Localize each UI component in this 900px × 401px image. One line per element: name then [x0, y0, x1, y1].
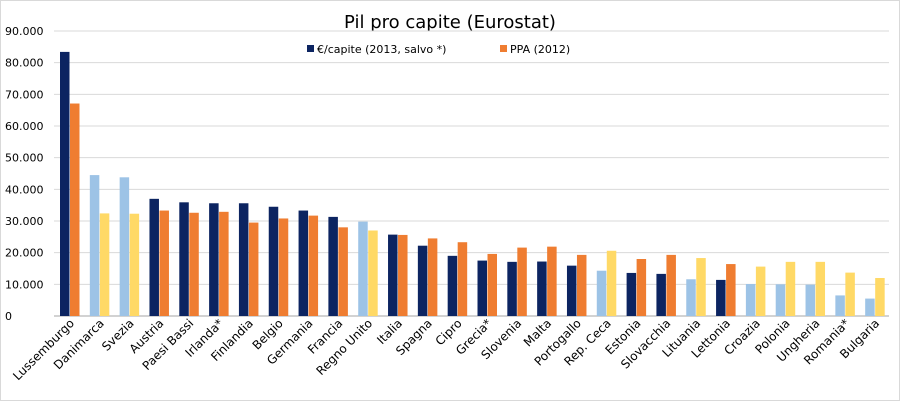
y-tick-label: 50.000: [5, 152, 44, 165]
chart-title: Pil pro capite (Eurostat): [344, 12, 556, 33]
bar-series-2: [487, 253, 497, 316]
bar-series-1: [686, 279, 696, 316]
y-tick-label: 40.000: [5, 183, 44, 196]
bar-series-1: [566, 265, 577, 316]
bar-series-2: [308, 215, 319, 316]
y-tick-label: 80.000: [5, 57, 44, 70]
y-tick-label: 10.000: [5, 278, 44, 291]
bar-series-1: [388, 234, 398, 316]
bar-series-2: [159, 210, 169, 316]
legend-swatch: [307, 45, 314, 52]
bar-series-1: [298, 210, 309, 316]
legend-label: €/capite (2013, salvo *): [317, 43, 446, 56]
y-tick-label: 30.000: [5, 215, 44, 228]
bar-series-2: [755, 266, 766, 316]
bar-series-1: [417, 245, 428, 316]
bar-series-2: [278, 218, 289, 316]
bar-series-2: [815, 261, 826, 316]
bar-series-2: [845, 272, 855, 316]
bar-series-2: [875, 278, 885, 316]
bar-series-1: [119, 177, 130, 316]
bar-series-2: [726, 264, 736, 316]
bar-series-1: [268, 206, 279, 316]
bar-series-1: [179, 202, 189, 316]
bar-series-1: [716, 279, 726, 316]
bar-series-2: [99, 213, 110, 316]
bar-series-1: [835, 295, 845, 316]
bar-series-2: [547, 246, 557, 316]
legend-label: PPA (2012): [510, 43, 570, 56]
bar-series-1: [328, 216, 338, 316]
bar-series-2: [129, 213, 140, 316]
bar-series-1: [805, 284, 816, 316]
bar-series-2: [338, 227, 348, 316]
bar-series-2: [785, 261, 796, 316]
bar-series-1: [89, 175, 100, 316]
y-tick-label: 20.000: [5, 247, 44, 260]
y-tick-label: 70.000: [5, 88, 44, 101]
y-tick-label: 90.000: [5, 25, 44, 38]
bar-series-1: [238, 203, 249, 316]
legend: €/capite (2013, salvo *) PPA (2012): [307, 43, 570, 56]
bar-series-1: [865, 298, 875, 316]
bar-series-1: [60, 51, 70, 317]
bar-series-2: [636, 259, 647, 316]
bar-series-2: [219, 211, 229, 316]
bar-series-1: [596, 270, 607, 316]
bar-series-1: [745, 284, 756, 316]
bar-series-2: [248, 222, 259, 316]
bar-series-1: [149, 198, 159, 316]
bar-series-2: [606, 250, 617, 316]
bar-series-1: [507, 261, 517, 316]
bar-series-2: [517, 247, 527, 316]
bar-series-2: [666, 254, 676, 316]
bar-series-2: [696, 258, 706, 316]
bar-series-2: [576, 254, 587, 316]
gridlines: [54, 30, 889, 285]
bar-series-2: [457, 242, 468, 316]
bar-series-1: [477, 260, 487, 316]
bar-series-2: [427, 238, 438, 316]
bar-series-2: [70, 103, 80, 317]
bar-series-1: [209, 203, 219, 316]
bar-series-1: [656, 273, 666, 316]
bar-series-1: [775, 284, 786, 316]
legend-swatch: [500, 45, 507, 52]
bar-series-1: [447, 255, 458, 316]
bar-series-1: [537, 261, 547, 316]
bars: [60, 51, 885, 317]
bar-series-2: [398, 234, 408, 316]
y-tick-label: 0: [5, 310, 12, 323]
bar-series-2: [189, 212, 199, 316]
y-tick-label: 60.000: [5, 120, 44, 133]
bar-series-1: [626, 272, 637, 316]
bar-series-2: [368, 230, 378, 316]
bar-series-1: [358, 221, 368, 316]
